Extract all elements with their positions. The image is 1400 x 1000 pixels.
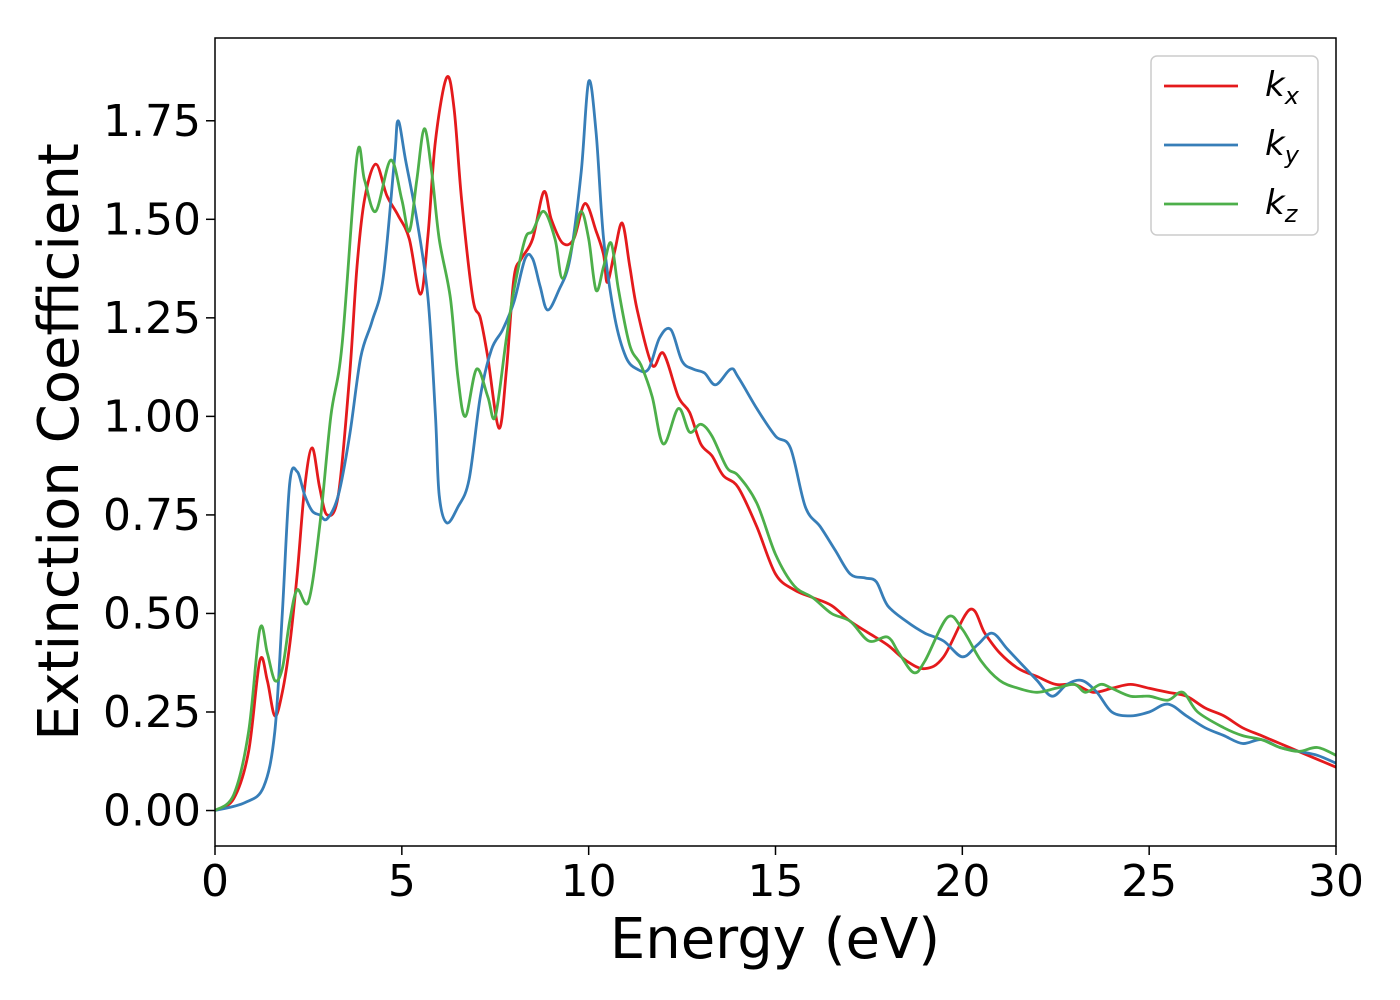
legend-label-ky: ky — [1265, 124, 1300, 169]
series-line-kz — [215, 127, 1336, 812]
series-layer — [215, 75, 1336, 812]
y-axis-ticks: 0.00 0.25 0.50 0.75 1.00 1.25 1.50 1.75 — [103, 96, 215, 837]
y-axis-label: Extinction Coefficient — [27, 143, 92, 741]
x-axis-ticks: 0 5 10 15 20 25 30 — [201, 846, 1364, 907]
legend-label-kz: kz — [1265, 183, 1299, 228]
y-tick-label: 1.00 — [103, 391, 201, 442]
x-tick-label: 30 — [1308, 856, 1364, 907]
x-axis-label: Energy (eV) — [610, 907, 940, 972]
series-line-kx — [215, 75, 1336, 812]
legend-label-kx: kx — [1265, 65, 1300, 110]
legend: kx ky kz — [1150, 55, 1319, 236]
x-tick-label: 0 — [201, 856, 229, 907]
x-tick-label: 25 — [1121, 856, 1177, 907]
y-tick-label: 0.25 — [103, 687, 201, 738]
y-tick-label: 0.00 — [103, 786, 201, 837]
y-tick-label: 1.50 — [103, 194, 201, 245]
x-tick-label: 20 — [934, 856, 990, 907]
x-tick-label: 5 — [388, 856, 416, 907]
x-tick-label: 15 — [748, 856, 804, 907]
y-tick-label: 1.25 — [103, 293, 201, 344]
y-tick-label: 0.75 — [103, 490, 201, 541]
x-tick-label: 10 — [561, 856, 617, 907]
y-tick-label: 1.75 — [103, 96, 201, 147]
y-tick-label: 0.50 — [103, 588, 201, 639]
